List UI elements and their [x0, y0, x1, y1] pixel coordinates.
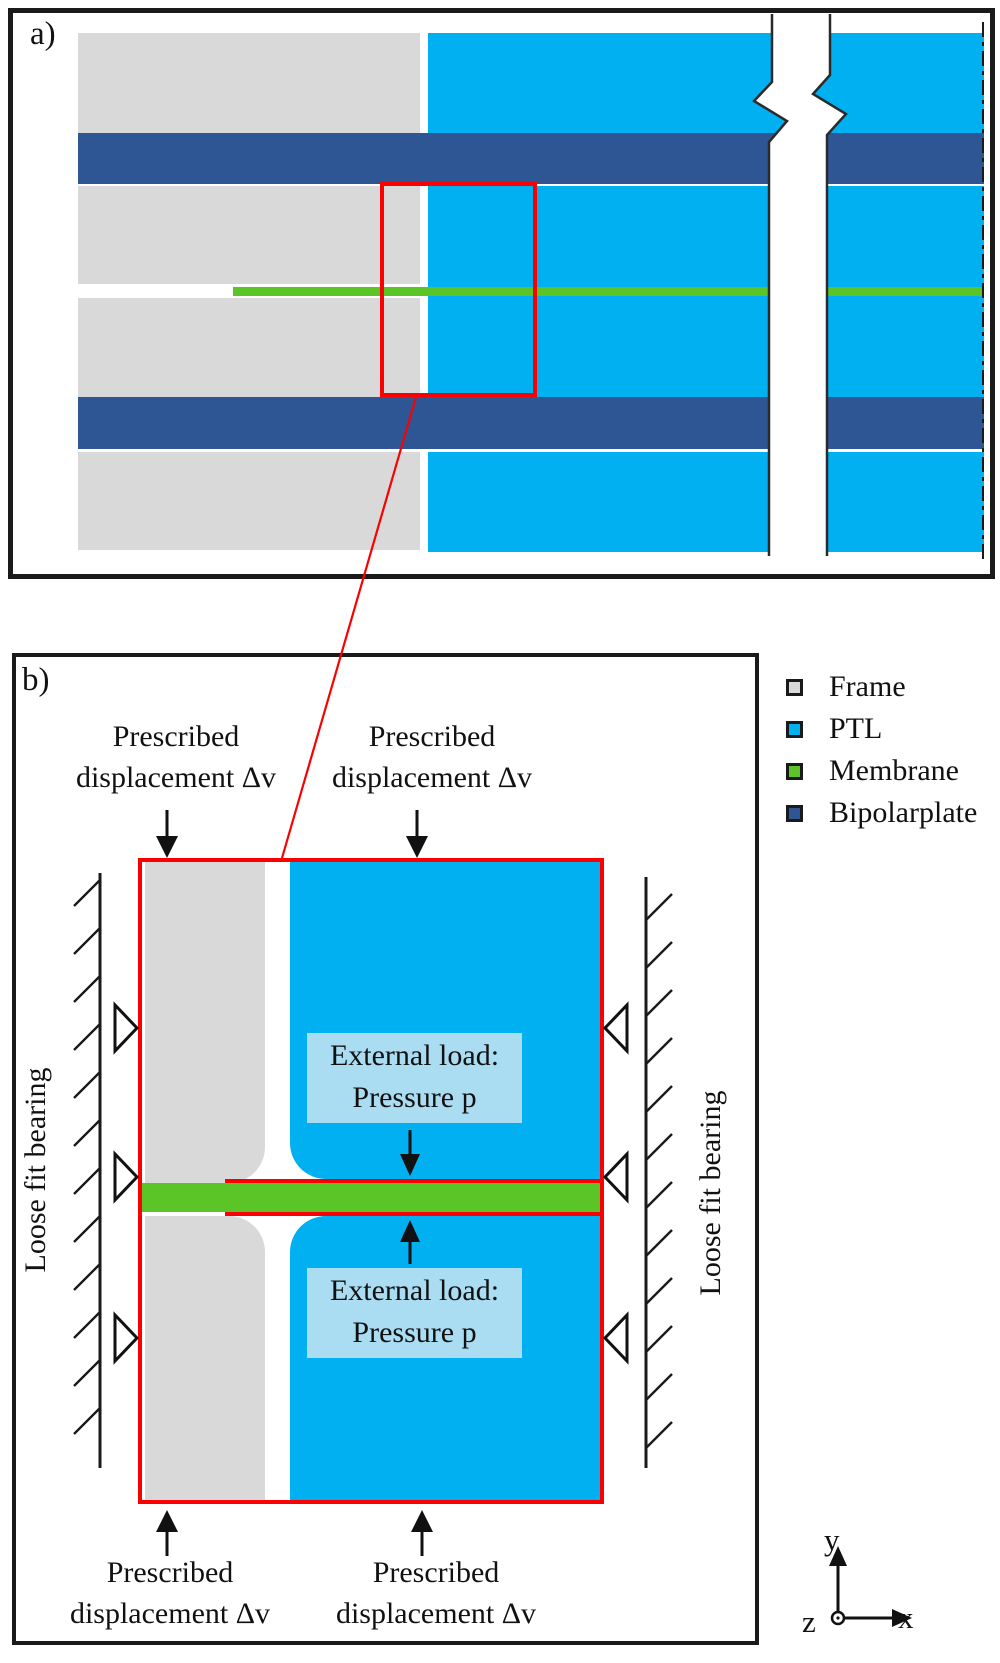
ptl-block-a-bottom — [428, 452, 984, 552]
displacement-line2: displacement Δv — [335, 1597, 537, 1630]
y-axis-label: y — [824, 1522, 840, 1557]
displacement-line1: Prescribed — [106, 1556, 234, 1589]
legend-label: Membrane — [829, 754, 959, 787]
zoom-region-rect — [380, 182, 537, 397]
displacement-label-bottom-left: Prescribed displacement Δv — [40, 1552, 300, 1634]
displacement-label-bottom-right: Prescribed displacement Δv — [306, 1552, 566, 1634]
external-load-line2: Pressure p — [352, 1081, 477, 1114]
legend-item-frame: Frame — [786, 666, 977, 708]
bipolarplate-bar-a-upper — [78, 133, 984, 184]
legend-label: Frame — [829, 670, 906, 703]
ptl-block-b-lower — [290, 1216, 602, 1500]
external-load-line2: Pressure p — [352, 1316, 477, 1349]
membrane-strip-a — [233, 287, 984, 296]
frame-block-a-top — [78, 33, 420, 133]
bipolarplate-bar-a-lower — [78, 397, 984, 449]
displacement-label-top-right: Prescribed displacement Δv — [302, 716, 562, 798]
external-load-line1: External load: — [329, 1039, 500, 1072]
panel-a-label: a) — [30, 16, 56, 52]
x-axis-label: x — [898, 1600, 914, 1635]
legend: Frame PTL Membrane Bipolarplate — [786, 666, 977, 834]
displacement-line1: Prescribed — [368, 720, 496, 753]
membrane-contact-line-bottom — [225, 1212, 602, 1216]
panel-a-frame — [8, 8, 995, 579]
displacement-line2: displacement Δv — [331, 761, 533, 794]
frame-swatch-icon — [786, 678, 803, 696]
legend-item-membrane: Membrane — [786, 750, 977, 792]
zoomed-model-outline — [138, 858, 604, 1504]
membrane-swatch-icon — [786, 762, 803, 780]
external-load-line1: External load: — [329, 1274, 500, 1307]
ptl-block-a-top — [428, 33, 984, 133]
displacement-line1: Prescribed — [372, 1556, 500, 1589]
ptl-block-a-mid-lower — [428, 296, 984, 397]
frame-block-a-bottom — [78, 452, 420, 550]
legend-label: Bipolarplate — [829, 796, 978, 829]
membrane-contact-line-top — [225, 1179, 602, 1183]
loose-fit-bearing-label-right: Loose fit bearing — [694, 1090, 727, 1296]
loose-fit-bearing-label-left: Loose fit bearing — [19, 1067, 52, 1273]
displacement-line2: displacement Δv — [75, 761, 277, 794]
legend-label: PTL — [829, 712, 883, 745]
membrane-strip-b — [141, 1183, 602, 1212]
legend-item-ptl: PTL — [786, 708, 977, 750]
frame-block-a-mid-upper — [78, 186, 420, 284]
ptl-block-a-mid-upper — [428, 186, 984, 287]
bipolarplate-swatch-icon — [786, 804, 803, 822]
frame-block-b-lower — [145, 1216, 265, 1500]
ptl-swatch-icon — [786, 720, 803, 738]
displacement-line2: displacement Δv — [69, 1597, 271, 1630]
displacement-line1: Prescribed — [112, 720, 240, 753]
frame-block-b-upper — [145, 862, 265, 1183]
ptl-block-b-upper — [290, 862, 602, 1179]
external-load-box-top: External load: Pressure p — [307, 1033, 522, 1123]
panel-b-label: b) — [22, 662, 50, 698]
frame-block-a-mid-lower — [78, 298, 420, 397]
external-load-box-bottom: External load: Pressure p — [307, 1268, 522, 1358]
z-axis-label: z — [802, 1604, 816, 1639]
displacement-label-top-left: Prescribed displacement Δv — [46, 716, 306, 798]
legend-item-bipolarplate: Bipolarplate — [786, 792, 977, 834]
